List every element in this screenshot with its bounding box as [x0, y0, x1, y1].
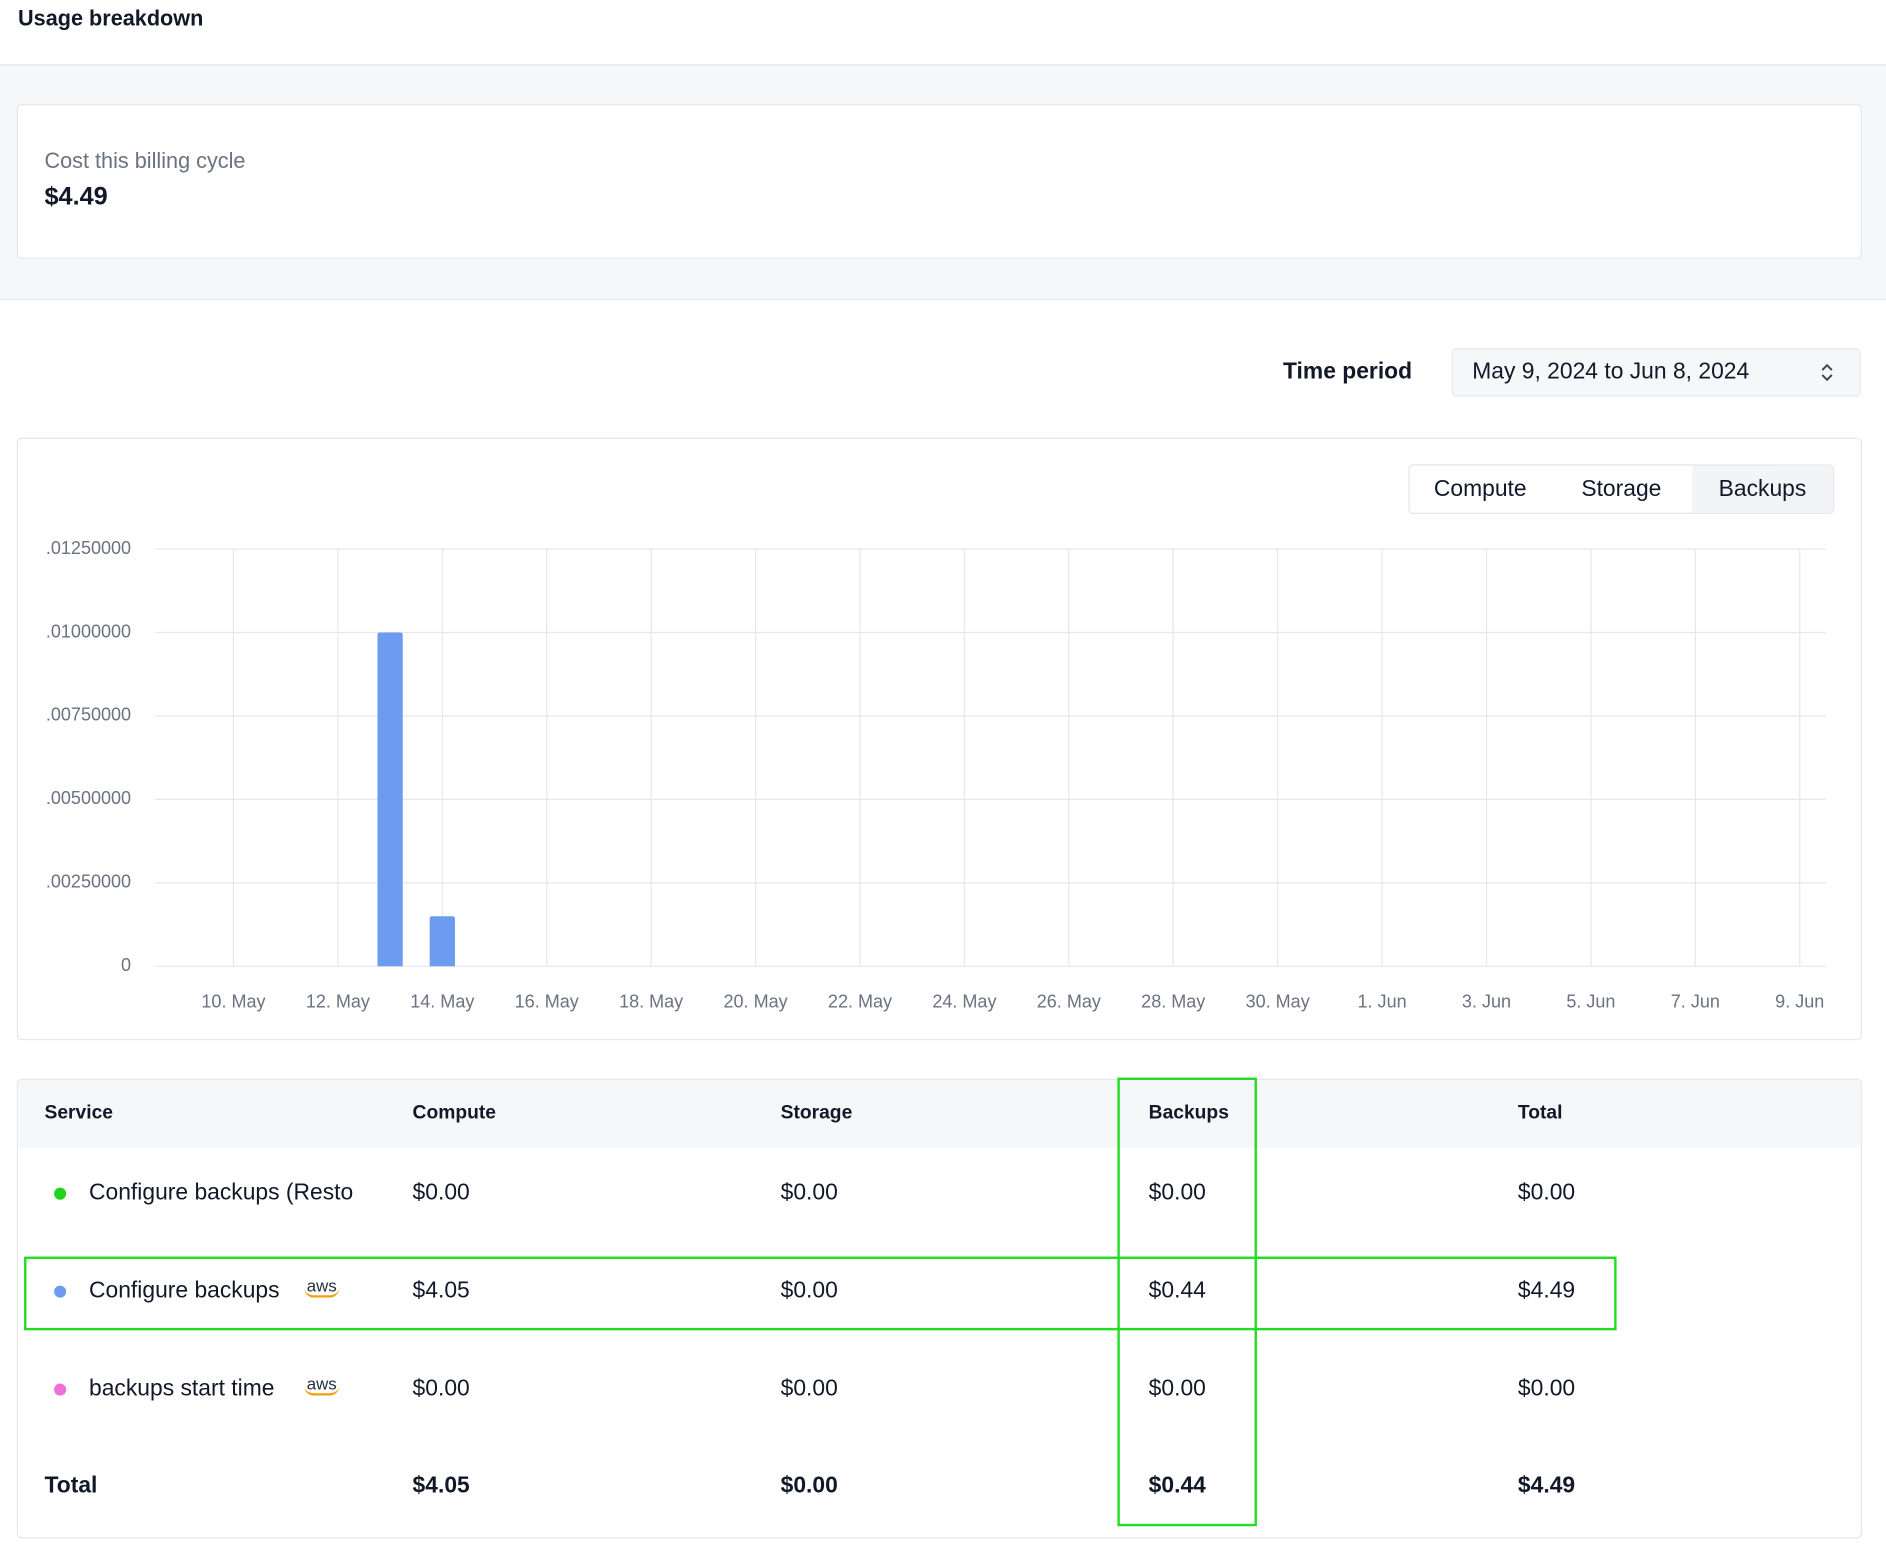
x-tick-label: 12. May [306, 991, 370, 1011]
summary-value: $4.49 [44, 182, 108, 211]
x-tick-label: 14. May [410, 991, 474, 1011]
time-period-select[interactable]: May 9, 2024 to Jun 8, 2024 [1451, 348, 1861, 397]
column-header: Compute [412, 1102, 496, 1124]
y-tick-label: .00250000 [46, 872, 131, 892]
x-tick-label: 5. Jun [1566, 991, 1615, 1011]
total-cell: $4.05 [412, 1473, 470, 1499]
column-header: Service [44, 1102, 113, 1124]
time-period-value: May 9, 2024 to Jun 8, 2024 [1472, 359, 1750, 385]
cost-cell: $0.00 [412, 1376, 470, 1402]
time-period-label: Time period [1282, 359, 1413, 385]
cost-cell: $0.00 [1517, 1376, 1576, 1402]
summary-card: Cost this billing cycle $4.49 [16, 104, 1862, 259]
status-dot [54, 1187, 67, 1200]
tab[interactable]: Backups [1691, 465, 1834, 513]
x-tick-label: 26. May [1037, 991, 1101, 1011]
x-tick-label: 10. May [201, 991, 265, 1011]
tab-group: Compute Storage Backups [1408, 464, 1835, 514]
cost-cell: $0.00 [1148, 1180, 1206, 1206]
total-cell: $4.49 [1517, 1473, 1576, 1499]
cost-cell: $4.49 [1517, 1278, 1576, 1304]
chart-card [16, 437, 1862, 1041]
chevron-icon [1821, 363, 1833, 382]
bar [429, 916, 455, 967]
highlight-column [1117, 1077, 1257, 1527]
page-title: Usage breakdown [18, 6, 204, 31]
status-dot [54, 1285, 67, 1298]
service-name: Configure backups [89, 1278, 280, 1304]
summary-label: Cost this billing cycle [44, 148, 246, 173]
cost-cell: $4.05 [412, 1278, 470, 1304]
cost-cell: $0.00 [1517, 1180, 1576, 1206]
status-dot [54, 1383, 67, 1396]
column-header: Backups [1148, 1102, 1229, 1124]
x-tick-label: 22. May [828, 991, 892, 1011]
service-name: backups start time [89, 1376, 275, 1402]
x-tick-label: 18. May [619, 991, 683, 1011]
x-tick-label: 24. May [932, 991, 996, 1011]
aws-badge: aws [304, 1277, 340, 1298]
cost-cell: $0.00 [780, 1376, 838, 1402]
tab[interactable]: Compute [1433, 475, 1527, 502]
x-tick-label: 7. Jun [1671, 991, 1720, 1011]
column-header: Total [1517, 1102, 1563, 1124]
y-tick-label: .00750000 [46, 705, 131, 725]
tab[interactable]: Storage [1581, 475, 1662, 502]
y-tick-label: 0 [121, 955, 131, 975]
x-tick-label: 9. Jun [1775, 991, 1824, 1011]
total-cell: Total [44, 1473, 98, 1499]
cost-cell: $0.00 [780, 1278, 838, 1304]
table-header-row [18, 1079, 1861, 1148]
cost-cell: $0.00 [1148, 1376, 1206, 1402]
highlight-row [24, 1256, 1617, 1331]
total-cell: $0.00 [780, 1473, 838, 1499]
cost-cell: $0.00 [412, 1180, 470, 1206]
y-tick-label: .01000000 [46, 621, 131, 641]
x-tick-label: 1. Jun [1358, 991, 1407, 1011]
total-cell: $0.44 [1148, 1473, 1206, 1499]
y-tick-label: .01250000 [46, 538, 131, 558]
service-name: Configure backups (Resto [89, 1180, 354, 1206]
column-header: Storage [780, 1102, 853, 1124]
x-tick-label: 3. Jun [1462, 991, 1511, 1011]
x-tick-label: 20. May [723, 991, 787, 1011]
x-tick-label: 30. May [1246, 991, 1310, 1011]
cost-cell: $0.00 [780, 1180, 838, 1206]
x-tick-label: 28. May [1141, 991, 1205, 1011]
y-tick-label: .00500000 [46, 788, 131, 808]
aws-badge: aws [304, 1375, 340, 1396]
bar [377, 632, 403, 967]
cost-cell: $0.44 [1148, 1278, 1206, 1304]
x-tick-label: 16. May [515, 991, 579, 1011]
cost-table: Service Compute Storage Backups Total Configu… [16, 1078, 1862, 1539]
